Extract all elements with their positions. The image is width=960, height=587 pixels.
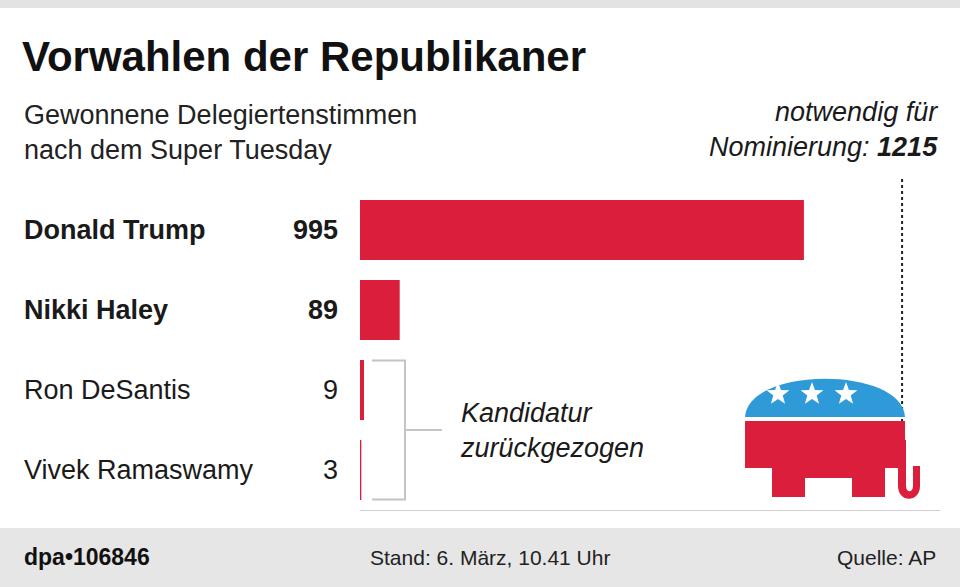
svg-text:Gewonnene Delegiertenstimmenna: Gewonnene Delegiertenstimmennach dem Sup… bbox=[24, 100, 417, 165]
svg-text:Nikki Haley: Nikki Haley bbox=[24, 295, 168, 325]
svg-text:995: 995 bbox=[293, 215, 338, 245]
svg-text:Vorwahlen der Republikaner: Vorwahlen der Republikaner bbox=[22, 33, 586, 80]
svg-text:89: 89 bbox=[308, 295, 338, 325]
svg-text:Kandidaturzurückgezogen: Kandidaturzurückgezogen bbox=[460, 398, 644, 463]
svg-text:dpa•106846: dpa•106846 bbox=[24, 544, 150, 570]
svg-text:Quelle: AP: Quelle: AP bbox=[837, 546, 936, 569]
svg-text:Stand: 6. März, 10.41 Uhr: Stand: 6. März, 10.41 Uhr bbox=[370, 546, 610, 569]
svg-text:notwendig fürNominierung: 1215: notwendig fürNominierung: 1215 bbox=[709, 97, 938, 162]
svg-text:9: 9 bbox=[323, 375, 338, 405]
svg-text:3: 3 bbox=[323, 455, 338, 485]
svg-text:Ron DeSantis: Ron DeSantis bbox=[24, 375, 191, 405]
svg-text:Vivek Ramaswamy: Vivek Ramaswamy bbox=[24, 455, 254, 485]
svg-text:Donald Trump: Donald Trump bbox=[24, 215, 206, 245]
